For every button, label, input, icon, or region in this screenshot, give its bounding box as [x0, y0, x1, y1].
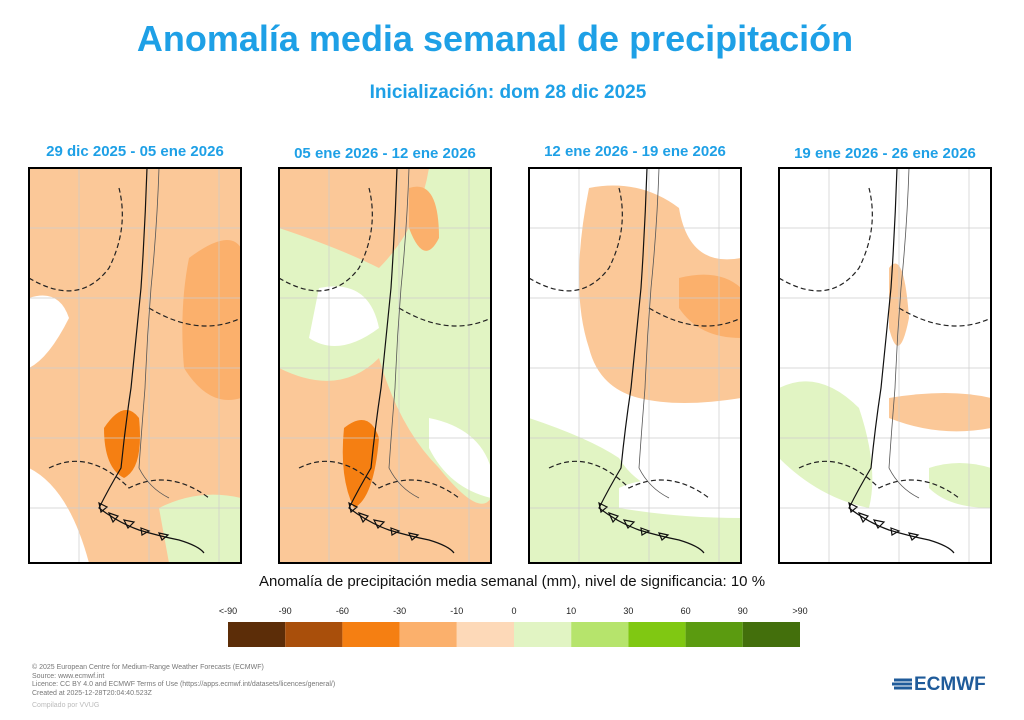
- colorbar-swatch: [399, 622, 457, 647]
- anomaly-area: [779, 381, 873, 508]
- anomaly-area: [679, 274, 741, 338]
- logo-icon: [892, 678, 912, 690]
- anomaly-area: [409, 186, 439, 251]
- colorbar-label: 10: [566, 606, 577, 616]
- panel-title: 19 ene 2026 - 26 ene 2026: [794, 145, 976, 162]
- anomaly-area: [279, 168, 429, 268]
- footer-line: Created at 2025-12-28T20:04:40.523Z: [32, 689, 152, 697]
- map-panel: [778, 167, 992, 564]
- border: [138, 168, 170, 499]
- colorbar-label: -60: [335, 606, 349, 616]
- colorbar-swatch: [742, 622, 800, 647]
- colorbar-label: -90: [278, 606, 292, 616]
- anomaly-area: [619, 480, 741, 518]
- colorbar-swatch: [628, 622, 686, 647]
- anomaly-area: [182, 240, 241, 400]
- colorbar-swatch: [342, 622, 400, 647]
- footer-line: Source: www.ecmwf.int: [32, 672, 105, 680]
- colorbar-swatch: [285, 622, 343, 647]
- map-panel: [528, 167, 742, 564]
- islands: [98, 501, 170, 541]
- title: Anomalía media semanal de precipitación: [136, 18, 854, 59]
- anomaly-area: [279, 358, 491, 563]
- anomaly-area: [929, 463, 991, 508]
- panel-title: 29 dic 2025 - 05 ene 2026: [46, 143, 224, 160]
- logo-text: ECMWF: [914, 674, 986, 695]
- coastline: [848, 168, 955, 554]
- colorbar-label: -30: [393, 606, 407, 616]
- map-panel: [28, 167, 242, 564]
- anomaly-area: [159, 494, 241, 563]
- anomaly-area: [309, 286, 379, 346]
- caption: Anomalía de precipitación media semanal …: [258, 573, 766, 590]
- map-frame: [278, 167, 492, 564]
- panel-title: 05 ene 2026 - 12 ene 2026: [294, 145, 476, 162]
- islands: [598, 501, 670, 541]
- anomaly-area: [889, 393, 991, 432]
- map-frame: [778, 167, 992, 564]
- footer-line: © 2025 European Centre for Medium-Range …: [32, 664, 264, 671]
- significance-contour: [279, 187, 491, 499]
- map-content: [779, 168, 991, 563]
- map-frame: [528, 167, 742, 564]
- anomaly-area: [29, 295, 69, 368]
- significance-contour: [779, 187, 991, 499]
- map-frame: [28, 167, 242, 564]
- colorbar-label: 0: [511, 606, 517, 616]
- islands: [848, 501, 920, 541]
- map-content: [29, 168, 241, 563]
- credit: Compilado por VVUG: [32, 702, 100, 709]
- logo: ECMWF: [892, 674, 986, 696]
- colorbar-label: 60: [680, 606, 691, 616]
- border: [638, 168, 670, 499]
- panel-title: 12 ene 2026 - 19 ene 2026: [544, 143, 726, 160]
- colorbar-label: -10: [450, 606, 464, 616]
- anomaly-area: [29, 468, 89, 563]
- map-panel: [278, 167, 492, 564]
- colorbar-swatch: [571, 622, 629, 647]
- coastline: [348, 168, 455, 554]
- colorbar-label: 30: [623, 606, 634, 616]
- colorbar-swatch: [685, 622, 743, 647]
- border: [388, 168, 420, 499]
- coastline: [98, 168, 205, 554]
- footer-line: Licence: CC BY 4.0 and ECMWF Terms of Us…: [32, 681, 336, 688]
- colorbar-label: 90: [737, 606, 748, 616]
- significance-contour: [29, 187, 241, 499]
- significance-contour: [529, 187, 741, 499]
- islands: [348, 501, 420, 541]
- anomaly-area: [342, 420, 379, 508]
- subtitle: Inicialización: dom 28 dic 2025: [369, 82, 647, 103]
- colorbar-label: >90: [792, 606, 808, 616]
- anomaly-area: [104, 410, 140, 478]
- colorbar-swatch: [228, 622, 286, 647]
- map-content: [279, 168, 491, 563]
- footer: © 2025 European Centre for Medium-Range …: [32, 664, 335, 698]
- border: [888, 168, 920, 499]
- colorbar-label: <-90: [218, 606, 238, 616]
- colorbar-swatch: [456, 622, 514, 647]
- colorbar-swatch: [514, 622, 572, 647]
- coastline: [598, 168, 705, 554]
- map-content: [529, 168, 741, 563]
